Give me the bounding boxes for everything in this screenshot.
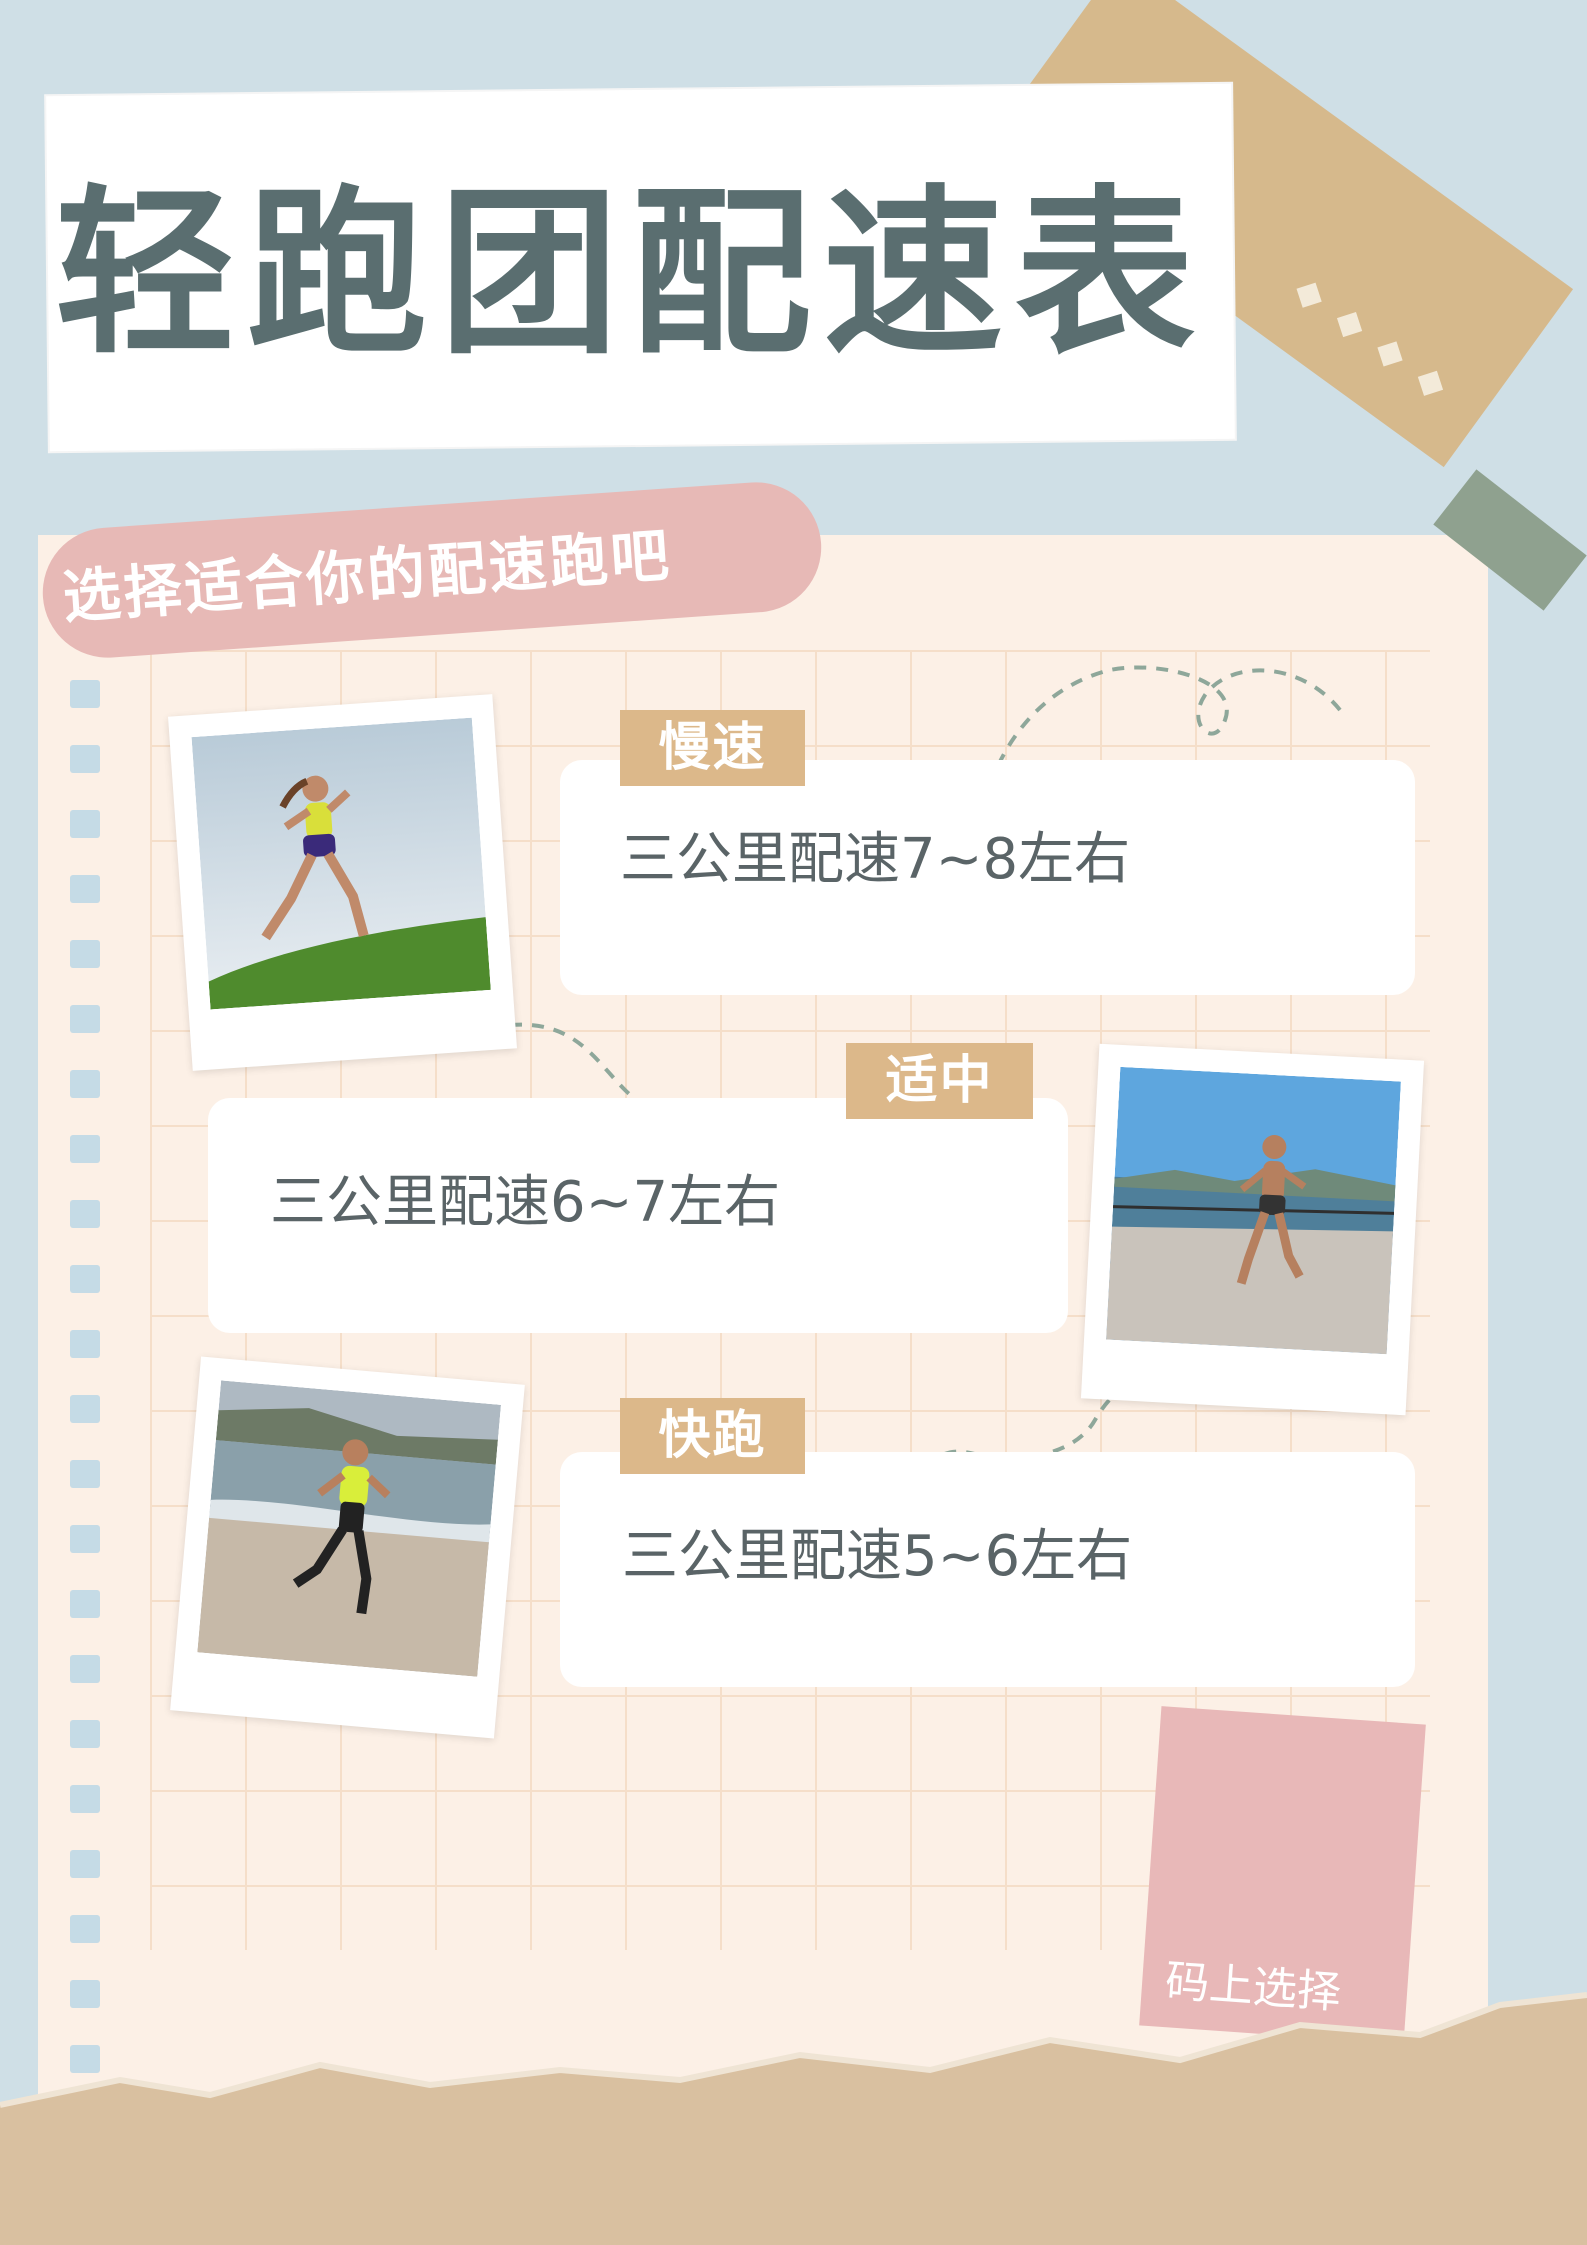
page-title: 轻跑团配速表 (55, 170, 1208, 379)
binder-hole (70, 1720, 100, 1748)
kraft-paper-bottom (0, 1992, 1587, 2245)
pace-card-moderate (208, 1098, 1068, 1333)
binder-hole (70, 1525, 100, 1553)
pace-text-slow: 三公里配速7~8左右 (620, 827, 1131, 892)
binder-hole (70, 680, 100, 708)
photo-runner-grass-image (191, 717, 491, 1010)
binder-hole (70, 1655, 100, 1683)
binder-hole (70, 1330, 100, 1358)
runner-beach-illustration (197, 1380, 502, 1677)
pace-text-fast: 三公里配速5~6左右 (622, 1524, 1133, 1589)
binder-hole (70, 2045, 100, 2073)
tape-perforation (1296, 282, 1322, 308)
photo-runner-beach-image (197, 1380, 502, 1677)
runner-grass-illustration (191, 717, 491, 1010)
pace-tag-moderate: 适中 (846, 1043, 1033, 1119)
photo-runner-boardwalk-image (1106, 1066, 1401, 1355)
photo-runner-grass (168, 694, 517, 1071)
binder-hole (70, 1070, 100, 1098)
runner-boardwalk-illustration (1106, 1066, 1401, 1355)
pace-tag-fast: 快跑 (620, 1398, 805, 1474)
binder-hole (70, 875, 100, 903)
binder-hole (70, 810, 100, 838)
tape-perforation (1377, 341, 1403, 367)
binder-hole (70, 1785, 100, 1813)
binder-hole (70, 1395, 100, 1423)
binder-hole (70, 745, 100, 773)
binder-hole (70, 1915, 100, 1943)
binder-hole (70, 1850, 100, 1878)
photo-runner-boardwalk (1080, 1043, 1425, 1416)
binder-hole (70, 1200, 100, 1228)
binder-hole (70, 1460, 100, 1488)
binder-hole (70, 1980, 100, 2008)
binder-hole (70, 940, 100, 968)
tape-perforation (1336, 311, 1363, 338)
pace-card-fast (560, 1452, 1415, 1687)
binder-hole (70, 1135, 100, 1163)
binder-hole (70, 1005, 100, 1033)
tape-perforation (1417, 370, 1444, 396)
pace-card-slow (560, 760, 1415, 995)
pace-text-moderate: 三公里配速6~7左右 (270, 1170, 781, 1235)
pace-tag-slow: 慢速 (620, 710, 805, 786)
photo-runner-beach (170, 1356, 525, 1739)
binder-hole (70, 1590, 100, 1618)
binder-hole (70, 1265, 100, 1293)
